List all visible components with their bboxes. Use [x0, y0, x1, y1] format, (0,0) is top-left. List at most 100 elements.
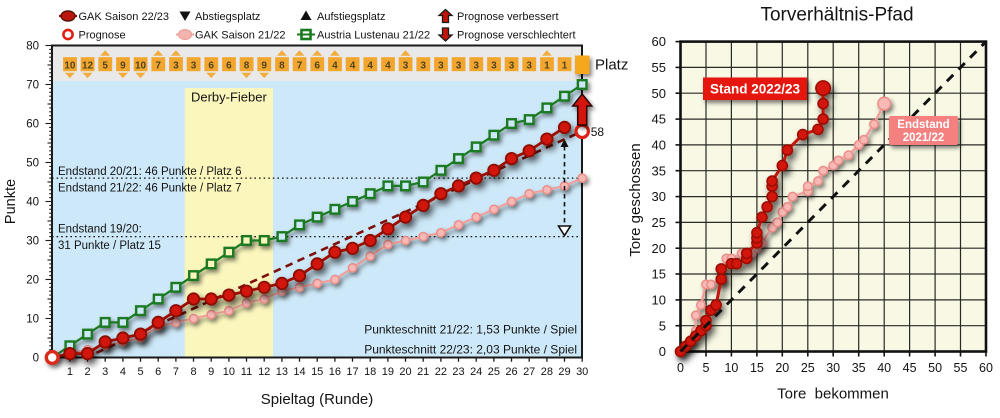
svg-text:25: 25 — [488, 366, 500, 378]
svg-text:9: 9 — [120, 61, 126, 72]
svg-text:16: 16 — [329, 366, 341, 378]
svg-text:25: 25 — [801, 361, 815, 375]
svg-text:9: 9 — [261, 61, 267, 72]
svg-text:4: 4 — [385, 61, 391, 72]
svg-text:6: 6 — [226, 61, 232, 72]
svg-text:GAK Saison 21/22: GAK Saison 21/22 — [195, 30, 286, 42]
svg-text:11: 11 — [241, 366, 252, 378]
svg-text:26: 26 — [505, 366, 517, 378]
svg-text:29: 29 — [558, 366, 570, 378]
svg-text:Spieltag (Runde): Spieltag (Runde) — [261, 391, 374, 408]
svg-text:Platz: Platz — [595, 57, 628, 74]
svg-text:4: 4 — [350, 61, 356, 72]
svg-text:Punkte: Punkte — [3, 179, 19, 224]
svg-text:5: 5 — [659, 318, 666, 333]
svg-text:2: 2 — [84, 366, 90, 378]
svg-text:35: 35 — [652, 163, 666, 178]
svg-text:Stand 2022/23: Stand 2022/23 — [710, 82, 801, 97]
svg-text:Endstand: Endstand — [897, 119, 949, 131]
svg-text:3: 3 — [403, 61, 409, 72]
svg-text:10: 10 — [223, 366, 235, 378]
svg-text:Endstand 20/21: 46 Punkte / Pl: Endstand 20/21: 46 Punkte / Platz 6 — [58, 166, 242, 178]
svg-text:Tore bekommen: Tore bekommen — [777, 386, 889, 403]
svg-text:3: 3 — [420, 61, 426, 72]
svg-text:3: 3 — [173, 61, 179, 72]
svg-text:40: 40 — [652, 138, 666, 153]
svg-text:25: 25 — [652, 215, 666, 230]
svg-text:Aufstiegsplatz: Aufstiegsplatz — [317, 11, 385, 23]
svg-text:17: 17 — [346, 366, 358, 378]
svg-text:10: 10 — [135, 61, 147, 72]
svg-text:15: 15 — [652, 267, 666, 282]
svg-text:8: 8 — [190, 366, 196, 378]
svg-text:Tore geschossen: Tore geschossen — [627, 143, 644, 256]
svg-text:15: 15 — [311, 366, 323, 378]
svg-text:3: 3 — [438, 61, 444, 72]
svg-text:1: 1 — [544, 61, 550, 72]
svg-text:23: 23 — [452, 366, 464, 378]
svg-text:6: 6 — [155, 366, 161, 378]
svg-text:27: 27 — [523, 366, 535, 378]
svg-text:19: 19 — [382, 366, 394, 378]
svg-text:70: 70 — [26, 80, 39, 92]
svg-text:50: 50 — [652, 86, 666, 101]
svg-text:7: 7 — [173, 366, 179, 378]
svg-text:Prognose verschlechtert: Prognose verschlechtert — [457, 30, 576, 42]
svg-text:20: 20 — [652, 241, 666, 256]
svg-text:8: 8 — [244, 61, 250, 72]
svg-text:21: 21 — [417, 366, 429, 378]
svg-text:Prognose: Prognose — [79, 30, 126, 42]
svg-text:0: 0 — [677, 361, 684, 375]
svg-text:40: 40 — [877, 361, 891, 375]
svg-text:Austria Lustenau 21/22: Austria Lustenau 21/22 — [317, 30, 430, 42]
svg-text:4: 4 — [367, 61, 373, 72]
svg-text:55: 55 — [652, 60, 666, 75]
svg-text:30: 30 — [826, 361, 840, 375]
svg-text:Endstand 19/20:: Endstand 19/20: — [58, 223, 142, 235]
svg-text:20: 20 — [399, 366, 411, 378]
svg-text:4: 4 — [332, 61, 338, 72]
svg-text:0: 0 — [659, 344, 666, 359]
svg-text:31 Punkte / Platz 15: 31 Punkte / Platz 15 — [58, 240, 161, 252]
svg-text:3: 3 — [509, 61, 515, 72]
svg-text:80: 80 — [26, 41, 39, 53]
svg-text:24: 24 — [470, 366, 482, 378]
svg-text:55: 55 — [954, 361, 968, 375]
svg-text:45: 45 — [903, 361, 917, 375]
svg-text:30: 30 — [652, 189, 666, 204]
svg-text:Punkteschnitt 22/23: 2,03 Punk: Punkteschnitt 22/23: 2,03 Punkte / Spiel — [364, 343, 577, 357]
svg-text:14: 14 — [293, 366, 305, 378]
svg-text:28: 28 — [541, 366, 553, 378]
svg-text:1: 1 — [67, 366, 73, 378]
svg-text:1: 1 — [562, 61, 568, 72]
svg-text:15: 15 — [750, 361, 764, 375]
svg-text:3: 3 — [526, 61, 532, 72]
svg-text:Abstiegsplatz: Abstiegsplatz — [195, 11, 260, 23]
svg-text:3: 3 — [491, 61, 497, 72]
svg-text:7: 7 — [297, 61, 303, 72]
svg-text:60: 60 — [979, 361, 993, 375]
svg-text:Endstand 21/22: 46 Punkte / Pl: Endstand 21/22: 46 Punkte / Platz 7 — [58, 183, 242, 195]
svg-text:7: 7 — [155, 61, 161, 72]
svg-text:3: 3 — [473, 61, 479, 72]
svg-text:22: 22 — [435, 366, 447, 378]
svg-text:45: 45 — [652, 112, 666, 127]
svg-text:5: 5 — [703, 361, 710, 375]
svg-text:12: 12 — [258, 366, 270, 378]
svg-text:Derby-Fieber: Derby-Fieber — [191, 90, 268, 105]
svg-text:30: 30 — [26, 236, 39, 248]
svg-text:8: 8 — [279, 61, 285, 72]
svg-text:10: 10 — [64, 61, 76, 72]
svg-text:20: 20 — [26, 275, 39, 287]
svg-text:3: 3 — [456, 61, 462, 72]
svg-text:30: 30 — [576, 366, 588, 378]
svg-text:6: 6 — [314, 61, 320, 72]
svg-text:GAK Saison 22/23: GAK Saison 22/23 — [79, 11, 170, 23]
svg-text:10: 10 — [26, 314, 39, 326]
svg-text:60: 60 — [652, 34, 666, 49]
svg-text:20: 20 — [775, 361, 789, 375]
svg-text:5: 5 — [102, 61, 108, 72]
svg-text:4: 4 — [120, 366, 126, 378]
svg-text:6: 6 — [208, 61, 214, 72]
svg-text:58: 58 — [591, 125, 605, 139]
